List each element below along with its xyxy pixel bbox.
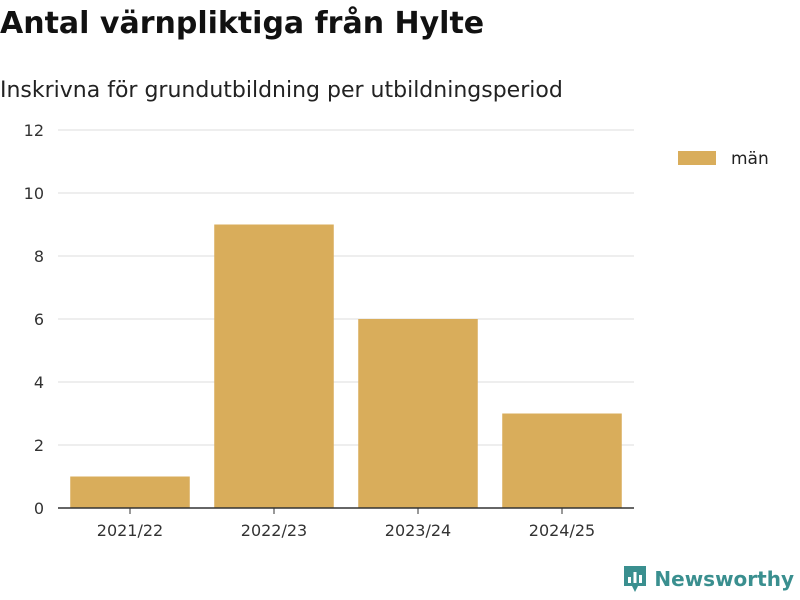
y-tick-label: 12 (24, 121, 44, 140)
brand-logo: Newsworthy (622, 564, 794, 594)
y-tick-label: 10 (24, 184, 44, 203)
x-axis: 2021/22 2022/23 2023/24 2024/25 (97, 508, 595, 540)
y-tick-label: 8 (34, 247, 44, 266)
x-tick-label: 2023/24 (385, 521, 451, 540)
y-tick-label: 0 (34, 499, 44, 518)
bar-2023-24 (358, 319, 478, 508)
brand-name: Newsworthy (654, 567, 794, 591)
legend-swatch (678, 151, 716, 165)
newsworthy-logo-icon (624, 566, 647, 592)
bar-2022-23 (214, 224, 334, 508)
y-axis: 0 2 4 6 8 10 12 (24, 121, 44, 518)
bars (70, 224, 622, 508)
bar-2021-22 (70, 476, 190, 508)
x-tick-label: 2022/23 (241, 521, 307, 540)
x-tick-label: 2021/22 (97, 521, 163, 540)
legend: män (678, 149, 769, 169)
y-tick-label: 4 (34, 373, 44, 392)
gridlines (58, 129, 634, 446)
legend-label: män (731, 149, 769, 169)
chart-title: Antal värnpliktiga från Hylte (0, 6, 485, 41)
y-tick-label: 6 (34, 310, 44, 329)
y-tick-label: 2 (34, 436, 44, 455)
chart-subtitle: Inskrivna för grundutbildning per utbild… (0, 78, 563, 103)
bar-2024-25 (502, 413, 622, 508)
x-tick-label: 2024/25 (529, 521, 595, 540)
